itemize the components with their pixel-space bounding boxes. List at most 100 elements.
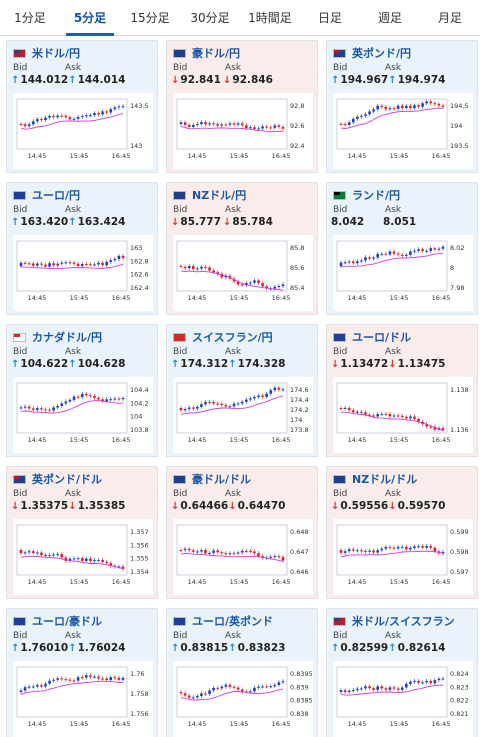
- candlestick-chart[interactable]: 85.8 85.6 85.4 14:45 15:45 16:45: [173, 235, 313, 311]
- card-title[interactable]: 英ポンド/円: [333, 46, 411, 60]
- candle-body: [200, 122, 203, 124]
- y-tick-label: 143.5: [130, 102, 149, 110]
- candle-body: [364, 257, 367, 261]
- pair-name[interactable]: スイスフラン/円: [192, 331, 273, 344]
- candle-body: [89, 115, 92, 117]
- candlestick-chart[interactable]: 174.6 174.4 174.2 174 173.8 14:45 15:45 16:45: [173, 377, 313, 453]
- card-title[interactable]: ランド/円: [333, 188, 400, 202]
- chart-svg: 92.8 92.6 92.4 14:45 15:45 16:45: [176, 98, 304, 160]
- candlestick-chart[interactable]: 194.5 194 193.5 14:45 15:45 16:45: [333, 93, 473, 169]
- candle-body: [93, 560, 96, 562]
- currency-card-usdjpy[interactable]: 米ドル/円 Bid Ask ↑144.012↑144.014 143.5 143 14:45…: [6, 40, 158, 173]
- card-title[interactable]: 米ドル/スイスフラン: [333, 614, 455, 628]
- card-title[interactable]: ユーロ/豪ドル: [13, 614, 102, 628]
- pair-name[interactable]: ユーロ/英ポンド: [192, 615, 274, 628]
- card-title[interactable]: NZドル/円: [173, 188, 246, 202]
- candle-body: [208, 690, 211, 694]
- pair-name[interactable]: 米ドル/円: [32, 47, 81, 60]
- currency-card-nzdjpy[interactable]: NZドル/円 Bid Ask ↓85.777 ↓85.784 85.8 85.6 85.4 14…: [166, 182, 318, 315]
- chart-frame: [176, 240, 288, 292]
- card-title[interactable]: カナダドル/円: [13, 330, 102, 344]
- candlestick-chart[interactable]: 0.599 0.598 0.597 14:45 15:45 16:45: [333, 519, 473, 595]
- candle-body: [339, 262, 343, 266]
- pair-name[interactable]: NZドル/円: [192, 189, 247, 202]
- pair-name[interactable]: NZドル/ドル: [352, 473, 418, 486]
- pair-name[interactable]: ユーロ/ドル: [352, 331, 412, 344]
- candlestick-chart[interactable]: 8.02 8 7.98 14:45 15:45 16:45: [333, 235, 473, 311]
- tab-weekly[interactable]: 週足: [377, 11, 402, 25]
- bid-label: Bid: [173, 489, 188, 499]
- currency-card-zarjpy[interactable]: ランド/円BidAsk↑8.042↑8.0518.0287.9814:4515:…: [326, 182, 478, 315]
- card-title[interactable]: ユーロ/円: [13, 188, 80, 202]
- candle-body: [27, 124, 31, 127]
- x-tick-label: 15:45: [390, 436, 409, 444]
- candlestick-chart[interactable]: 1.76 1.758 1.756 14:45 15:45 16:45: [13, 661, 153, 737]
- currency-card-eurjpy[interactable]: ユーロ/円 Bid Ask ↑163.420↑163.424 163 162.8 162.6…: [6, 182, 158, 315]
- card-title[interactable]: スイスフラン/円: [173, 330, 273, 344]
- candlestick-chart[interactable]: 163 162.8 162.6 162.4 14:45 15:45 16:45: [13, 235, 153, 311]
- arrow-up-icon: ↑: [228, 359, 237, 370]
- pair-name[interactable]: ランド/円: [352, 189, 401, 202]
- tab-1hour[interactable]: 1時間足: [248, 11, 292, 25]
- candle-body: [240, 550, 244, 553]
- candlestick-chart[interactable]: 92.8 92.6 92.4 14:45 15:45 16:45: [173, 93, 313, 169]
- chart-svg: 0.599 0.598 0.597 14:45 15:45 16:45: [336, 524, 469, 586]
- arrow-up-icon: ↑: [68, 643, 77, 654]
- candle-body: [236, 552, 240, 554]
- currency-card-chfjpy[interactable]: スイスフラン/円 Bid Ask ↑174.312↑174.328 174.6 174.4…: [166, 324, 318, 457]
- card-title[interactable]: 米ドル/円: [13, 46, 80, 60]
- card-title[interactable]: 英ポンド/ドル: [13, 472, 102, 486]
- candlestick-chart[interactable]: 0.824 0.823 0.822 0.821 14:45 15:45 16:45: [333, 661, 473, 737]
- candle-body: [376, 686, 380, 690]
- bid-label: Bid: [173, 631, 188, 641]
- bid-label: Bid: [333, 489, 348, 499]
- currency-card-gbpjpy[interactable]: 英ポンド/円 Bid Ask ↑194.967↑194.974 194.5 194 193.…: [326, 40, 478, 173]
- pair-name[interactable]: 豪ドル/円: [192, 47, 241, 60]
- tab-5min[interactable]: 5分足: [60, 0, 120, 36]
- candlestick-chart[interactable]: 0.648 0.647 0.646 14:45 15:45 16:45: [173, 519, 313, 595]
- candle-body: [27, 406, 31, 409]
- candle-body: [68, 262, 72, 264]
- pair-name[interactable]: ユーロ/円: [32, 189, 81, 202]
- candlestick-chart[interactable]: 104.4 104.2 104 103.8 14:45 15:45 16:45: [13, 377, 153, 453]
- candlestick-chart[interactable]: 0.8395 0.839 0.8385 0.838 14:45 15:45 16:45: [173, 661, 313, 737]
- card-title[interactable]: ユーロ/英ポンド: [173, 614, 273, 628]
- pair-name[interactable]: 英ポンド/円: [352, 47, 412, 60]
- chart-frame: [336, 240, 448, 292]
- currency-card-audjpy[interactable]: 豪ドル/円 Bid Ask ↓92.841 ↓92.846 92.8 92.6 92.4 14:…: [166, 40, 318, 173]
- pair-name[interactable]: 英ポンド/ドル: [32, 473, 103, 486]
- candle-body: [244, 125, 248, 128]
- eu-flag-icon: [173, 616, 186, 626]
- currency-card-eurgbp[interactable]: ユーロ/英ポンド Bid Ask ↑0.83815↑0.83823 0.8395 0.83…: [166, 608, 318, 737]
- candlestick-chart[interactable]: 1.138 1.136 14:45 15:45 16:45: [333, 377, 473, 453]
- ask-price: 194.974: [397, 74, 446, 86]
- tab-monthly[interactable]: 月足: [437, 11, 462, 25]
- card-title[interactable]: 豪ドル/ドル: [173, 472, 251, 486]
- card-title[interactable]: NZドル/ドル: [333, 472, 417, 486]
- currency-card-nzdusd[interactable]: NZドル/ドル Bid Ask ↓0.59556↓0.59570 0.599 0.598 0…: [326, 466, 478, 599]
- pair-name[interactable]: ユーロ/豪ドル: [32, 615, 103, 628]
- currency-card-cadjpy[interactable]: カナダドル/円 Bid Ask ↑104.622↑104.628 104.4 104.2 1…: [6, 324, 158, 457]
- tab-1min[interactable]: 1分足: [14, 11, 46, 25]
- candle-body: [376, 550, 380, 553]
- chart-svg: 104.4 104.2 104 103.8 14:45 15:45 16:45: [16, 382, 149, 444]
- ca-flag-icon: [13, 332, 26, 342]
- tab-daily[interactable]: 日足: [317, 11, 342, 25]
- tab-15min[interactable]: 15分足: [130, 11, 170, 25]
- pair-name[interactable]: 豪ドル/ドル: [192, 473, 252, 486]
- candlestick-chart[interactable]: 143.5 143 14:45 15:45 16:45: [13, 93, 153, 169]
- pair-name[interactable]: カナダドル/円: [32, 331, 103, 344]
- currency-card-usdchf[interactable]: 米ドル/スイスフラン Bid Ask ↑0.82599↑0.82614 0.824 0.8…: [326, 608, 478, 737]
- tab-30min[interactable]: 30分足: [190, 11, 230, 25]
- currency-card-audusd[interactable]: 豪ドル/ドル Bid Ask ↓0.64466↓0.64470 0.648 0.647 0.…: [166, 466, 318, 599]
- currency-card-euraud[interactable]: ユーロ/豪ドル Bid Ask ↑1.76010↑1.76024 1.76 1.758 1.…: [6, 608, 158, 737]
- candle-body: [187, 124, 191, 127]
- currency-card-eurusd[interactable]: ユーロ/ドル Bid Ask ↓1.13472↓1.13475 1.138 1.136 14…: [326, 324, 478, 457]
- y-tick-label: 0.838: [290, 710, 309, 718]
- card-title[interactable]: ユーロ/ドル: [333, 330, 411, 344]
- currency-card-gbpusd[interactable]: 英ポンド/ドル Bid Ask ↓1.35375↓1.35385 1.357 1.356 1…: [6, 466, 158, 599]
- arrow-up-icon: ↑: [68, 75, 77, 86]
- pair-name[interactable]: 米ドル/スイスフラン: [352, 615, 455, 628]
- candlestick-chart[interactable]: 1.357 1.356 1.355 1.354 14:45 15:45 16:45: [13, 519, 153, 595]
- card-title[interactable]: 豪ドル/円: [173, 46, 240, 60]
